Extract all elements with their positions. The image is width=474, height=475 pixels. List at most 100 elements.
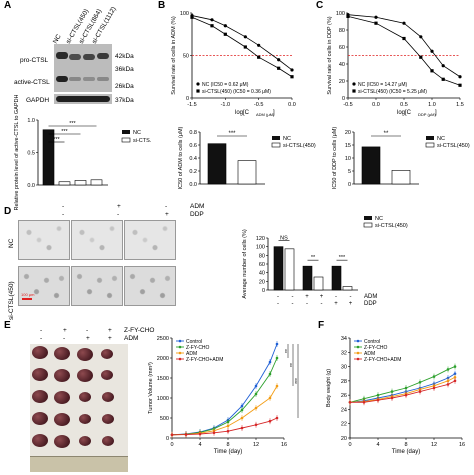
d-adm-sign: - <box>292 294 294 300</box>
d-adm-sign: + <box>305 294 309 300</box>
d-adm-2: + <box>117 203 121 210</box>
e-legend-marker <box>178 345 182 349</box>
row-label-pro-ctsl: pro-CTSL <box>20 57 49 64</box>
f-legend-marker <box>356 339 360 343</box>
b2-ylabel: IC50 of ADM to cells (μM) <box>178 126 184 189</box>
c-ytick-label: 0 <box>342 96 345 102</box>
f-xtick-label: 8 <box>404 442 407 448</box>
c-point <box>458 83 462 87</box>
a-bar <box>74 180 87 186</box>
western-blot-gapdh <box>54 94 112 104</box>
kda-36: 36kDa <box>115 66 134 73</box>
e-ytick-label: 500 <box>160 416 169 422</box>
e-legend-label: ADM <box>186 351 197 357</box>
a-sig-label: *** <box>53 137 60 143</box>
f-point <box>453 372 457 376</box>
d-bar <box>273 246 284 291</box>
f-point <box>453 375 457 379</box>
panel-label-c: C <box>316 0 324 11</box>
d-adm-sign: - <box>277 294 279 300</box>
f-legend-label: ADM <box>364 351 375 357</box>
c-xlabel-end: ] <box>435 110 437 116</box>
e-point <box>226 424 230 428</box>
micrograph-si-adm <box>71 266 123 306</box>
b2-ytick-label: 0.4 <box>189 156 197 162</box>
f-xtick-label: 16 <box>459 442 465 448</box>
d-ytick-label: 0 <box>262 288 265 294</box>
e-point <box>184 433 188 436</box>
chart-c-curve: 0 20 40 60 80 100 -0.5 0.0 0.5 1.0 1.5 Survival rat… <box>327 11 464 117</box>
e-sig-label: ** <box>290 363 296 367</box>
f-ytick-label: 26 <box>341 393 347 399</box>
d-ddp-sign: - <box>321 301 323 307</box>
c2-ytick-label: 15 <box>345 143 351 149</box>
c-xtick-label: 0.0 <box>372 102 380 108</box>
d-bar <box>313 276 324 291</box>
f-point <box>376 398 380 402</box>
a-sig-label: *** <box>69 121 76 127</box>
e-series-line <box>171 417 278 436</box>
d-row-label-ddp: DDP <box>364 301 377 307</box>
d-sig-label: *** <box>339 255 346 261</box>
micrograph-nc-ddp <box>124 220 176 260</box>
c2-sig-label: ** <box>384 131 389 137</box>
d-ddp-2: - <box>117 211 120 218</box>
c-series-line <box>347 16 461 86</box>
d-ytick-label: 40 <box>259 271 265 277</box>
e-sig-label: ** <box>285 349 291 353</box>
f-point <box>348 400 352 404</box>
b2-ytick-label: 0.6 <box>189 143 197 149</box>
c2-ytick-label: 20 <box>345 130 351 136</box>
e-xtick-label: 16 <box>281 442 287 448</box>
e-legend-marker <box>178 351 182 355</box>
f-ytick-label: 34 <box>341 336 347 342</box>
f-point <box>404 393 408 397</box>
e-ytick-label: 2500 <box>157 336 169 342</box>
a-bar <box>58 181 71 186</box>
d-ytick-label: 100 <box>256 245 265 251</box>
e-point <box>240 416 244 420</box>
e-ytick-label: 0 <box>166 436 169 442</box>
b2-legend-swatch <box>272 136 280 140</box>
c-point <box>430 49 434 53</box>
f-point <box>418 380 422 384</box>
b-xlabel-sub: ADM (μM) <box>256 112 275 117</box>
b-ytick-label: 0 <box>186 96 189 102</box>
f-point <box>404 386 408 390</box>
d-adm-label: ADM <box>190 203 205 210</box>
e-adm-2: - <box>63 335 66 342</box>
f-ytick-label: 32 <box>341 350 347 356</box>
c-point <box>374 15 378 19</box>
c2-bar <box>391 170 411 185</box>
e-point <box>240 408 244 412</box>
e-point <box>268 419 272 423</box>
d-row-nc: NC <box>8 238 15 248</box>
western-blot-ctsl <box>54 44 112 92</box>
b-xlabel-end: ] <box>273 110 275 116</box>
d-legend-swatch <box>363 222 373 228</box>
b-point <box>223 24 227 28</box>
e-xtick-label: 8 <box>226 442 229 448</box>
b-xtick-label: -1.5 <box>187 102 196 108</box>
b-point <box>257 55 261 59</box>
d-bar <box>302 265 313 291</box>
c-point <box>346 14 350 18</box>
d-ytick-label: 120 <box>256 236 265 242</box>
row-label-gapdh: GAPDH <box>26 97 50 104</box>
d-adm-sign: - <box>335 294 337 300</box>
e-legend-marker <box>178 357 182 361</box>
a-bar <box>42 129 55 186</box>
b2-bar <box>237 160 257 185</box>
c-legend-marker <box>352 82 356 86</box>
e-zfy-4: + <box>108 327 112 334</box>
d-legend-swatch <box>364 216 372 220</box>
b-series-line <box>191 16 293 78</box>
d-adm-3: - <box>165 203 168 210</box>
chart-d-bar: 0 20 40 60 80 100 120 Average number of cells (… <box>242 216 408 307</box>
d-ddp-sign: + <box>334 301 338 307</box>
b-xtick-label: -1.0 <box>221 102 230 108</box>
b-point <box>277 66 281 70</box>
micrograph-si-ddp <box>124 266 176 306</box>
d-ddp-1: - <box>62 211 65 218</box>
b-legend-label: si-CTSL(450) (IC50 = 0.36 μM) <box>202 89 271 95</box>
